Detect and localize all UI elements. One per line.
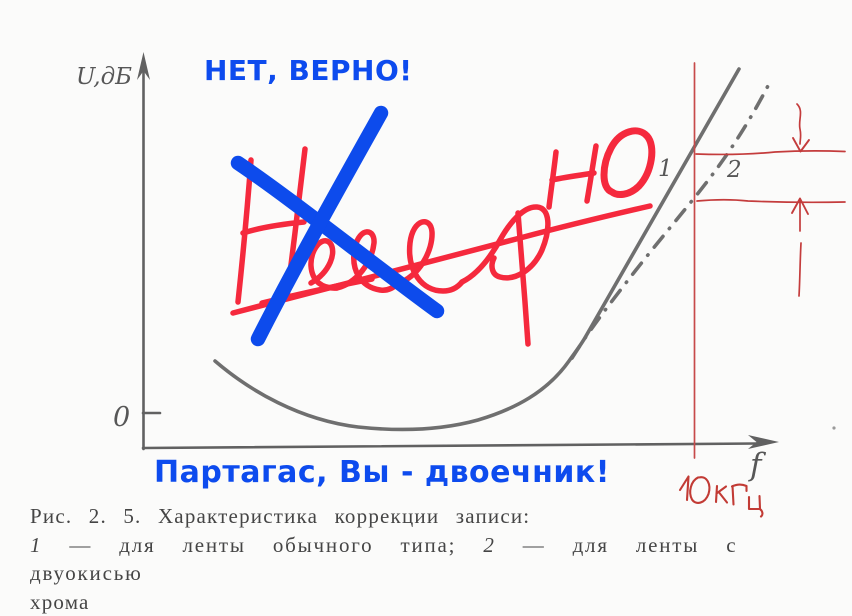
dimension-line-bottom — [799, 243, 801, 296]
origin-label: 0 — [113, 402, 130, 433]
caption-item2-number: 2 — [483, 533, 495, 557]
scan-speck — [832, 426, 835, 429]
dimension-line-top — [797, 104, 801, 144]
letter-H-print — [549, 146, 596, 207]
y-axis-label: U,дБ — [76, 64, 132, 90]
readout-line-curve2 — [697, 200, 845, 203]
grader-comment-bottom: Партагас, Вы - двоечник! — [154, 455, 610, 490]
letter-e1 — [311, 241, 337, 288]
grader-comment-top: НЕТ, ВЕРНО! — [204, 54, 413, 87]
caption-title: Рис. 2. 5. Характеристика коррекции запи… — [30, 502, 845, 531]
figure-caption: Рис. 2. 5. Характеристика коррекции запи… — [30, 502, 845, 616]
x-axis — [143, 444, 757, 449]
caption-legend: 1 — для ленты обычного типа; 2 — для лен… — [30, 531, 845, 588]
curve-2-label: 2 — [726, 157, 742, 183]
x-axis-label: f — [748, 447, 767, 483]
digit-1-stroke — [680, 477, 689, 501]
caption-item1-text: — для ленты обычного типа; — [42, 533, 483, 557]
letter-r-descender — [518, 213, 528, 344]
chart: 1 2 U,дБ 0 f — [76, 52, 836, 483]
letter-O-print — [604, 131, 652, 195]
scanned-figure-page: 1 2 U,дБ 0 f — [0, 0, 852, 590]
digit-0-stroke — [690, 477, 709, 503]
caption-item1-number: 1 — [30, 533, 42, 557]
curve-1-label: 1 — [658, 156, 673, 182]
letter-k-stroke — [716, 486, 727, 503]
caption-legend-continuation: хрома — [30, 588, 845, 616]
readout-line-curve1 — [696, 151, 845, 155]
